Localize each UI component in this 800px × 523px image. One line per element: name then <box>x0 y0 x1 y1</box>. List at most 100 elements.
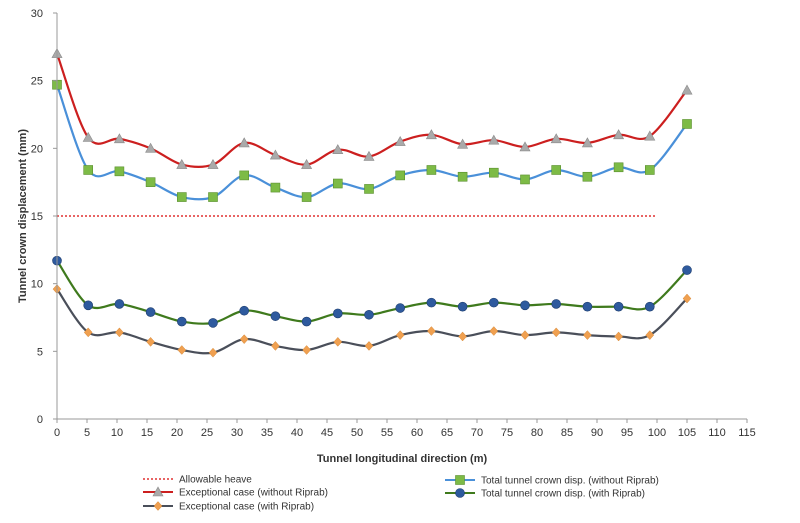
x-tick-label: 5 <box>84 427 90 439</box>
legend-marker-exceptional-without-riprab <box>152 486 164 497</box>
y-axis-title: Tunnel crown displacement (mm) <box>17 129 29 303</box>
data-point-total-without-riprab <box>613 162 624 173</box>
data-point-total-with-riprab <box>145 307 156 317</box>
legend-marker-total-with-riprab <box>455 488 465 498</box>
data-point-total-with-riprab <box>364 309 374 320</box>
data-point-exceptional-with-riprab <box>583 330 592 340</box>
legend-label-exceptional-without-riprab: Exceptional case (without Riprab) <box>179 488 328 499</box>
data-point-total-without-riprab <box>83 165 93 175</box>
data-point-exceptional-without-riprab <box>488 134 500 145</box>
data-point-total-without-riprab <box>332 178 343 189</box>
legend-marker-exceptional-with-riprab <box>153 501 163 511</box>
x-tick-label: 50 <box>351 427 363 439</box>
x-tick-label: 15 <box>141 427 153 439</box>
data-point-total-with-riprab <box>520 300 530 311</box>
data-point-total-with-riprab <box>270 311 281 321</box>
data-point-exceptional-without-riprab <box>581 137 593 148</box>
data-point-total-with-riprab <box>332 308 343 319</box>
data-point-exceptional-with-riprab <box>115 327 124 338</box>
data-point-exceptional-with-riprab <box>458 331 467 342</box>
x-tick-label: 0 <box>54 427 60 439</box>
legend-label-exceptional-with-riprab: Exceptional case (with Riprab) <box>179 502 314 513</box>
data-point-exceptional-without-riprab <box>113 133 125 144</box>
data-point-total-with-riprab <box>582 301 593 312</box>
y-tick-label: 5 <box>37 346 43 358</box>
data-point-total-with-riprab <box>551 299 562 309</box>
x-tick-label: 45 <box>321 427 333 439</box>
data-point-total-with-riprab <box>177 316 187 327</box>
data-point-exceptional-without-riprab <box>269 149 281 160</box>
data-point-exceptional-without-riprab <box>145 142 157 153</box>
data-point-total-with-riprab <box>613 301 624 312</box>
y-tick-label: 15 <box>31 211 43 223</box>
data-point-total-without-riprab <box>208 192 218 202</box>
x-tick-label: 10 <box>111 427 123 439</box>
x-tick-label: 85 <box>561 427 573 439</box>
data-point-exceptional-without-riprab <box>519 141 531 152</box>
data-point-exceptional-without-riprab <box>363 150 375 161</box>
x-tick-label: 20 <box>171 427 183 439</box>
x-tick-label: 65 <box>441 427 453 439</box>
x-tick-label: 70 <box>471 427 483 439</box>
x-tick-label: 90 <box>591 427 603 439</box>
data-point-total-without-riprab <box>551 165 562 175</box>
data-point-total-without-riprab <box>582 171 593 182</box>
x-tick-label: 30 <box>231 427 243 439</box>
legend: Allowable heave Exceptional case (without… <box>143 475 659 513</box>
data-point-exceptional-with-riprab <box>302 345 311 355</box>
data-point-total-without-riprab <box>145 177 156 187</box>
data-point-exceptional-without-riprab <box>301 158 313 169</box>
data-point-exceptional-without-riprab <box>207 158 219 169</box>
data-point-exceptional-with-riprab <box>208 347 218 358</box>
data-point-total-without-riprab <box>239 170 249 181</box>
data-point-exceptional-with-riprab <box>395 330 405 340</box>
data-point-exceptional-without-riprab <box>238 137 250 148</box>
x-tick-label: 100 <box>648 427 666 439</box>
data-point-total-without-riprab <box>488 167 499 178</box>
data-point-exceptional-without-riprab <box>644 130 656 141</box>
data-point-total-without-riprab <box>644 165 655 175</box>
data-point-total-without-riprab <box>682 119 692 129</box>
data-point-total-with-riprab <box>208 318 218 328</box>
x-tick-label: 40 <box>291 427 303 439</box>
data-point-exceptional-with-riprab <box>83 327 93 338</box>
data-point-total-without-riprab <box>114 166 125 177</box>
data-point-exceptional-without-riprab <box>550 133 562 144</box>
data-point-exceptional-with-riprab <box>551 327 561 338</box>
x-tick-label: 60 <box>411 427 423 439</box>
data-point-exceptional-with-riprab <box>271 341 280 351</box>
data-point-exceptional-without-riprab <box>613 129 625 140</box>
data-point-total-without-riprab <box>177 192 187 202</box>
legend-label-allowable-heave: Allowable heave <box>179 475 252 486</box>
y-tick-label: 20 <box>31 143 43 155</box>
data-point-total-without-riprab <box>457 171 468 182</box>
data-point-total-with-riprab <box>457 301 468 312</box>
data-point-exceptional-with-riprab <box>645 330 655 340</box>
data-point-exceptional-with-riprab <box>614 331 623 342</box>
legend-label-total-with-riprab: Total tunnel crown disp. (with Riprab) <box>481 489 645 500</box>
x-tick-label: 25 <box>201 427 213 439</box>
data-point-exceptional-with-riprab <box>427 326 436 336</box>
data-point-exceptional-without-riprab <box>457 138 469 149</box>
data-point-exceptional-with-riprab <box>239 334 249 345</box>
data-point-exceptional-with-riprab <box>682 293 692 304</box>
axes: 0 5 10 15 20 25 30 0 5 10 15 20 25 30 35 40 45 50 55 60 65 70… <box>31 8 756 439</box>
data-point-total-without-riprab <box>364 184 374 194</box>
data-point-total-without-riprab <box>520 174 530 185</box>
legend-label-total-without-riprab: Total tunnel crown disp. (without Riprab… <box>481 476 659 487</box>
x-axis-title: Tunnel longitudinal direction (m) <box>317 453 488 465</box>
x-tick-label: 95 <box>621 427 633 439</box>
legend-marker-total-without-riprab <box>455 475 465 485</box>
data-point-total-without-riprab <box>395 170 406 181</box>
y-tick-label: 10 <box>31 279 43 291</box>
data-point-total-with-riprab <box>488 297 499 308</box>
x-tick-label: 110 <box>708 427 726 439</box>
data-point-total-with-riprab <box>395 303 406 313</box>
data-point-total-without-riprab <box>270 182 281 193</box>
x-tick-label: 105 <box>678 427 696 439</box>
data-point-total-without-riprab <box>301 192 312 202</box>
data-point-exceptional-with-riprab <box>146 336 155 347</box>
x-tick-label: 80 <box>531 427 543 439</box>
